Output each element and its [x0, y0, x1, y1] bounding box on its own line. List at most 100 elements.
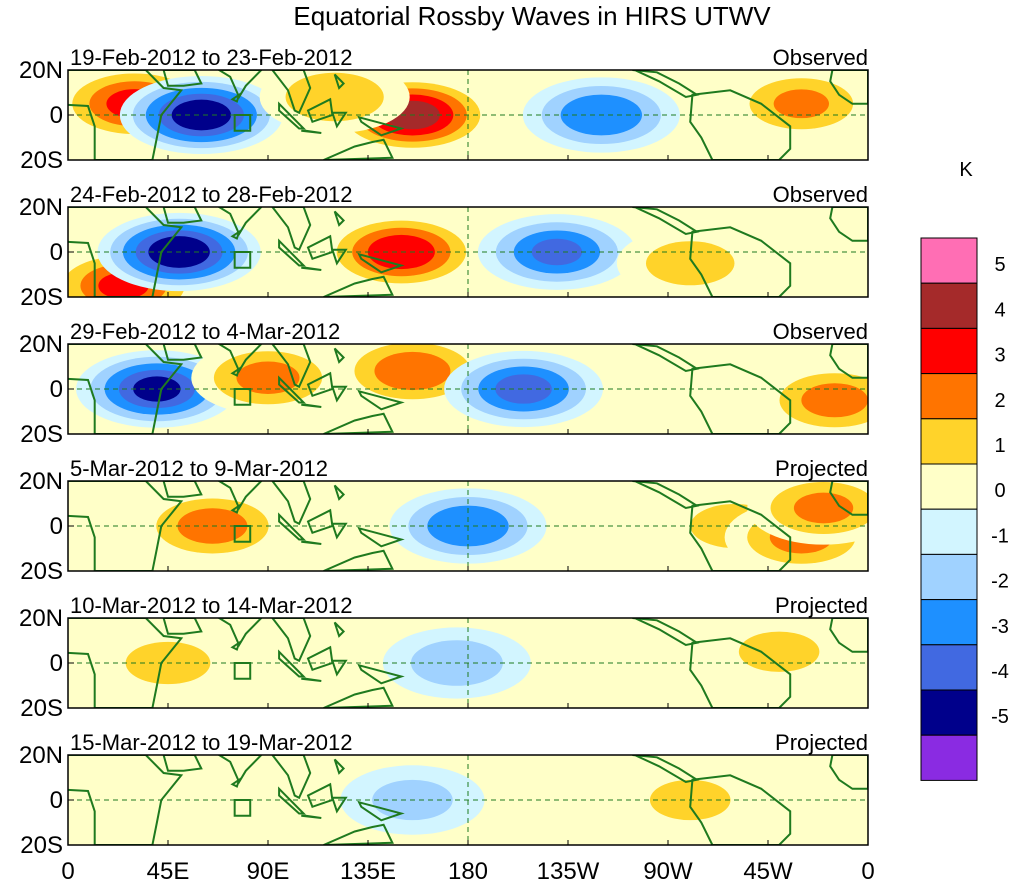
coastline-10	[333, 484, 346, 501]
coastline-14	[829, 755, 868, 790]
panel-date-range: 5-Mar-2012 to 9-Mar-2012	[70, 456, 328, 481]
x-tick-label: 135W	[537, 858, 600, 885]
y-tick-label: 0	[50, 787, 63, 814]
panel-status: Projected	[775, 456, 868, 481]
coastline-3	[217, 207, 263, 237]
coastline-10	[333, 758, 346, 775]
coastline-5	[278, 375, 307, 404]
colorbar-label: -1	[991, 525, 1009, 547]
colorbar-label: -5	[991, 706, 1009, 728]
coastline-14	[829, 70, 868, 105]
coastline-13	[689, 226, 792, 297]
y-tick-label: 20N	[19, 331, 63, 358]
coastlines	[68, 207, 868, 297]
y-tick-label: 20S	[20, 695, 63, 722]
colorbar-label: 2	[994, 390, 1005, 412]
coastline-10	[333, 621, 346, 638]
coastline-4	[271, 481, 312, 526]
colorbar-label: -4	[991, 661, 1009, 683]
colorbar-label: -2	[991, 571, 1009, 593]
y-tick-label: 20N	[19, 605, 63, 632]
x-tick-label: 180	[448, 858, 488, 885]
coastline-8	[357, 389, 405, 411]
coastline-15	[230, 92, 241, 103]
panel-date-range: 19-Feb-2012 to 23-Feb-2012	[70, 45, 353, 70]
panel-status: Observed	[773, 319, 868, 344]
coastline-9	[323, 686, 394, 708]
x-tick-label: 0	[861, 858, 874, 885]
anomaly-contour-4-level-neg3.5	[495, 374, 552, 404]
figure-title: Equatorial Rossby Waves in HIRS UTWV	[293, 1, 771, 31]
anomaly-field	[76, 344, 868, 434]
y-tick-label: 20N	[19, 57, 63, 84]
coastline-13	[689, 363, 792, 434]
anomaly-contour-1-level-neg4.5	[133, 376, 181, 402]
colorbar-swatch	[920, 734, 978, 781]
coastline-1	[68, 207, 184, 297]
y-tick-label: 20N	[19, 194, 63, 221]
coastline-1	[68, 755, 184, 845]
coastline-11	[301, 677, 322, 682]
coastline-9	[323, 412, 394, 434]
coastline-15	[230, 640, 241, 651]
coastline-15	[230, 503, 241, 514]
panels-group: 20N 0 20S 19-Feb-2012 to 23-Feb-2012 Observe…	[19, 45, 869, 859]
coastline-10	[333, 73, 346, 90]
panel-date-range: 24-Feb-2012 to 28-Feb-2012	[70, 182, 353, 207]
anomaly-contour-4-level-1.5	[285, 72, 384, 122]
panel-status: Observed	[773, 45, 868, 70]
x-tick-label: 45W	[743, 858, 793, 885]
coastline-8	[357, 663, 405, 685]
coastline-7	[331, 385, 348, 403]
coastline-9	[323, 138, 394, 160]
coastline-7	[331, 659, 348, 677]
reference-box	[233, 662, 252, 680]
reference-box	[233, 799, 252, 817]
coastline-11	[301, 540, 322, 545]
coastline-2	[162, 70, 203, 87]
coastline-1	[68, 70, 184, 160]
y-tick-label: 0	[50, 650, 63, 677]
y-tick-label: 0	[50, 102, 63, 129]
coastline-14	[829, 481, 868, 516]
panel-date-range: 15-Mar-2012 to 19-Mar-2012	[70, 730, 352, 755]
anomaly-contour-5-level-2.5	[801, 383, 868, 418]
colorbar-swatch	[920, 508, 978, 555]
y-tick-label: 20S	[20, 421, 63, 448]
anomaly-contour-3-level-1.5	[738, 631, 820, 672]
coastline-8	[357, 252, 405, 274]
y-tick-label: 0	[50, 513, 63, 540]
coastline-2	[162, 755, 203, 772]
coastline-7	[331, 111, 348, 129]
anomaly-contour-3-level-2.5	[374, 351, 451, 391]
anomaly-contour-5-level-1.5	[645, 241, 735, 286]
x-tick-label: 135E	[340, 858, 396, 885]
coastline-15	[230, 229, 241, 240]
colorbar: 5 4 3 2 1 0 -1 -2 -3 -4 -5	[920, 237, 1009, 781]
coastline-10	[333, 347, 346, 364]
colorbar-label: 5	[994, 254, 1005, 276]
panel-2: 20N 0 20S 24-Feb-2012 to 28-Feb-2012 Observe…	[19, 182, 869, 311]
reference-box	[233, 388, 252, 406]
coastline-14	[829, 207, 868, 242]
anomaly-field	[68, 212, 764, 297]
colorbar-label: 3	[994, 345, 1005, 367]
x-tick-label: 45E	[147, 858, 190, 885]
panel-5: 20N 0 20S 10-Mar-2012 to 14-Mar-2012 Project…	[19, 593, 869, 722]
coastline-8	[357, 800, 405, 822]
coastline-3	[217, 755, 263, 785]
coastline-7	[331, 796, 348, 814]
y-tick-label: 20S	[20, 284, 63, 311]
y-tick-label: 20N	[19, 742, 63, 769]
coastline-3	[217, 70, 263, 100]
colorbar-swatch	[920, 689, 978, 736]
panel-4: 20N 0 20S 5-Mar-2012 to 9-Mar-2012 Projected	[19, 456, 869, 585]
panel-status: Projected	[775, 730, 868, 755]
coastline-9	[323, 549, 394, 571]
coastlines	[68, 344, 868, 434]
coastline-3	[217, 618, 263, 648]
coastline-5	[278, 649, 307, 678]
coastline-13	[689, 500, 792, 571]
colorbar-swatch	[920, 237, 978, 284]
y-tick-label: 0	[50, 239, 63, 266]
